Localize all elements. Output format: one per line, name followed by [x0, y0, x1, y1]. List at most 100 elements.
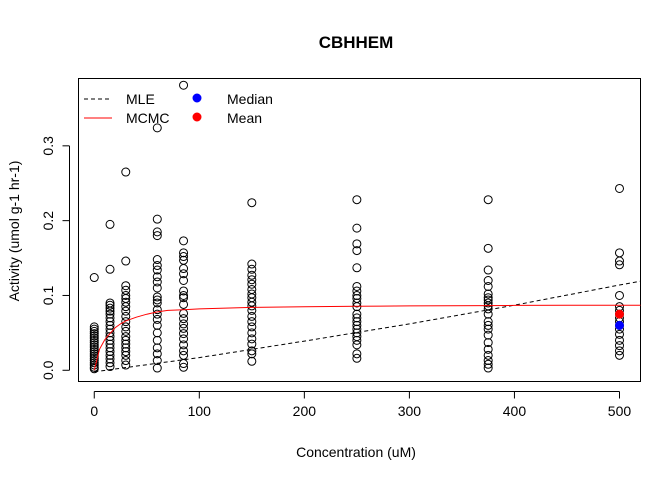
- legend-mcmc-label: MCMC: [126, 110, 170, 126]
- data-point: [483, 356, 493, 366]
- data-point: [179, 293, 189, 303]
- legend-median-swatch: [192, 93, 202, 103]
- data-point: [179, 248, 189, 258]
- data-point: [247, 264, 257, 274]
- data-point: [152, 298, 162, 308]
- data-point: [121, 335, 131, 345]
- data-point: [352, 340, 362, 350]
- data-point: [152, 335, 162, 345]
- data-point: [614, 341, 624, 351]
- y-axis-label: Activity (umol g-1 hr-1): [6, 161, 22, 302]
- legend-mean-label: Mean: [227, 110, 262, 126]
- data-point: [89, 342, 99, 352]
- data-point: [152, 277, 162, 287]
- data-point: [152, 349, 162, 359]
- data-point: [614, 335, 624, 345]
- data-point: [352, 263, 362, 273]
- x-tick-label: 500: [608, 403, 632, 419]
- data-point: [152, 265, 162, 275]
- data-point: [483, 320, 493, 330]
- x-tick-label: 200: [293, 403, 317, 419]
- mean-point: [614, 309, 624, 319]
- data-point: [614, 290, 624, 300]
- data-point: [89, 331, 99, 341]
- data-point: [121, 350, 131, 360]
- data-point: [152, 227, 162, 237]
- plot-frame: [78, 78, 641, 382]
- data-point: [352, 353, 362, 363]
- data-point: [483, 281, 493, 291]
- data-point: [89, 347, 99, 357]
- data-point: [179, 329, 189, 339]
- y-axis: 0.0 0.1 0.2 0.3: [40, 136, 70, 380]
- data-point: [179, 340, 189, 350]
- chart-title: CBHHEM: [319, 33, 394, 52]
- data-point: [89, 273, 99, 283]
- data-point: [152, 295, 162, 305]
- legend-median-label: Median: [227, 91, 273, 107]
- data-point: [247, 317, 257, 327]
- data-point: [352, 246, 362, 256]
- data-point: [247, 349, 257, 359]
- x-axis: 0 100 200 300 400 500: [90, 391, 632, 419]
- data-point: [247, 198, 257, 208]
- data-point: [121, 317, 131, 327]
- data-point: [483, 295, 493, 305]
- data-point: [89, 335, 99, 345]
- data-point: [121, 306, 131, 316]
- data-point: [152, 356, 162, 366]
- data-point: [121, 167, 131, 177]
- y-tick-label: 0.1: [40, 286, 56, 306]
- data-point: [614, 260, 624, 270]
- data-point: [247, 270, 257, 280]
- data-point: [89, 333, 99, 343]
- y-tick-label: 0.2: [40, 211, 56, 231]
- data-point: [483, 317, 493, 327]
- data-point: [152, 363, 162, 373]
- data-point: [152, 214, 162, 224]
- legend-mle-label: MLE: [126, 91, 155, 107]
- data-point: [352, 317, 362, 327]
- data-point: [152, 314, 162, 324]
- data-point: [179, 276, 189, 285]
- data-point: [247, 259, 257, 269]
- x-tick-label: 100: [188, 403, 212, 419]
- data-point: [179, 346, 189, 356]
- data-point: [152, 272, 162, 282]
- data-point: [105, 339, 115, 349]
- data-point: [179, 314, 189, 324]
- data-point: [247, 346, 257, 356]
- data-point: [105, 313, 115, 323]
- fit-lines: [93, 280, 641, 373]
- data-point: [89, 322, 99, 332]
- data-point: [105, 306, 115, 316]
- data-point: [614, 256, 624, 266]
- x-tick-label: 400: [503, 403, 527, 419]
- data-point: [352, 309, 362, 319]
- data-point: [105, 332, 115, 342]
- data-point: [179, 269, 189, 279]
- data-point: [247, 279, 257, 289]
- data-point: [105, 343, 115, 353]
- data-point: [152, 123, 162, 133]
- data-point: [352, 320, 362, 330]
- data-point: [152, 305, 162, 315]
- y-tick-label: 0.0: [40, 360, 56, 380]
- data-point: [105, 350, 115, 360]
- legend-mean-swatch: [192, 112, 202, 122]
- data-point: [152, 292, 162, 302]
- data-point: [105, 320, 115, 330]
- data-point: [614, 329, 624, 339]
- data-point: [89, 329, 99, 339]
- data-point: [105, 317, 115, 327]
- data-point: [105, 309, 115, 319]
- data-point: [179, 299, 189, 309]
- data-point: [89, 364, 99, 374]
- data-point: [352, 349, 362, 359]
- data-point: [105, 362, 115, 372]
- data-point: [483, 195, 493, 205]
- data-point: [121, 281, 131, 291]
- data-point: [121, 339, 131, 349]
- data-point: [152, 255, 162, 265]
- data-point: [352, 324, 362, 334]
